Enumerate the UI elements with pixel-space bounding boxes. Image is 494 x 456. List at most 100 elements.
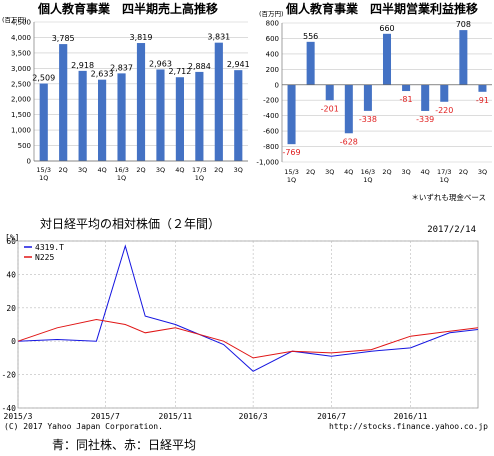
data-label: 2,633	[91, 70, 114, 79]
y-tick-label: 3,000	[11, 65, 31, 73]
bar	[402, 84, 411, 92]
bar	[59, 44, 68, 161]
y-tick-label: 500	[18, 142, 31, 150]
x-tick-label: 17/3	[192, 166, 207, 174]
y-tick-label: 4,500	[11, 19, 31, 27]
data-label: -201	[321, 104, 339, 113]
data-label: -628	[340, 137, 358, 146]
legend-label: 4319.T	[35, 243, 64, 252]
data-label: -220	[435, 106, 453, 115]
x-tick-label: 4Q	[344, 168, 353, 176]
y-tick-label: 1,500	[11, 111, 31, 119]
y-tick-label: 0	[27, 158, 31, 166]
y-tick-label: 2,000	[11, 96, 31, 104]
x-tick-label: 16/3	[361, 168, 376, 176]
y-tick-label: 40	[6, 270, 16, 279]
x-tick-label: 2015/3	[4, 412, 33, 421]
x-tick-label: 2Q	[306, 168, 315, 176]
data-label: 708	[456, 20, 471, 29]
y-tick-label: -20	[2, 371, 17, 380]
profit-chart-title: 個人教育事業 四半期営業利益推移	[285, 1, 478, 16]
x-tick-label: 1Q	[440, 176, 449, 184]
y-axis-unit: [%]	[5, 233, 19, 242]
bar	[306, 41, 315, 85]
relative-price-line-chart: 対日経平均の相対株価（２年間） 2017/2/14 [%] 60 40 20 0 -20…	[2, 216, 489, 431]
x-tick-label: 4Q	[421, 168, 430, 176]
bar	[287, 84, 296, 145]
data-label: -338	[359, 115, 377, 124]
y-tick-label: 60	[6, 237, 16, 246]
sales-chart-title: 個人教育事業 四半期売上高推移	[37, 1, 218, 16]
sales-bar-chart: 個人教育事業 四半期売上高推移 (百万円) 0 500 1,000 1,500 2,00…	[2, 1, 250, 182]
line-chart-title: 対日経平均の相対株価（２年間）	[40, 216, 220, 231]
y-tick-label: 4,000	[11, 34, 31, 42]
cash-basis-note: ＊いずれも現金ベース	[411, 192, 486, 202]
bar	[78, 70, 87, 161]
data-label: 3,819	[130, 33, 153, 42]
bar	[478, 84, 487, 92]
y-tick-label: -200	[263, 97, 279, 105]
x-tick-label: 1Q	[363, 176, 372, 184]
bar	[363, 84, 372, 111]
y-tick-label: -1,000	[256, 159, 279, 167]
x-tick-label: 2016/7	[317, 412, 346, 421]
bar	[39, 83, 48, 161]
y-tick-label: 800	[266, 20, 279, 28]
bar	[214, 42, 223, 161]
data-label: -81	[400, 95, 413, 104]
data-label: 2,837	[110, 63, 133, 72]
profit-unit-label: (百万円)	[259, 10, 284, 18]
x-tick-label: 3Q	[78, 166, 87, 174]
x-tick-label: 1Q	[117, 174, 126, 182]
x-tick-label: 4Q	[175, 166, 184, 174]
y-tick-label: 200	[266, 66, 279, 74]
data-label: 556	[303, 32, 318, 41]
x-tick-label: 1Q	[287, 176, 296, 184]
y-tick-label: 2,500	[11, 80, 31, 88]
x-tick-label: 2015/11	[159, 412, 193, 421]
bar	[136, 43, 146, 161]
y-tick-label: 400	[266, 50, 279, 58]
bar	[195, 71, 204, 161]
data-label: 2,963	[149, 59, 172, 68]
profit-bar-chart: 個人教育事業 四半期営業利益推移 (百万円) -1,000 -800 -600 -40…	[256, 1, 492, 202]
bar	[459, 30, 468, 85]
data-label: 2,918	[71, 61, 94, 70]
bar	[156, 69, 165, 161]
copyright-text: (C) 2017 Yahoo Japan Corporation.	[4, 422, 163, 431]
data-label: 2,712	[168, 67, 191, 76]
bar	[175, 77, 184, 161]
data-label: -339	[416, 115, 434, 124]
legend-label: N225	[35, 253, 54, 262]
x-tick-label: 16/3	[114, 166, 129, 174]
y-tick-label: -600	[263, 128, 279, 136]
series-line	[17, 318, 479, 359]
data-label: 2,509	[32, 73, 55, 82]
bar	[421, 84, 430, 111]
y-tick-label: 3,500	[11, 49, 31, 57]
y-tick-label: -40	[2, 404, 17, 413]
x-tick-label: 4Q	[97, 166, 106, 174]
bar	[382, 33, 392, 85]
bar	[344, 84, 353, 134]
y-tick-label: 0	[11, 337, 16, 346]
line-chart-date: 2017/2/14	[427, 225, 476, 235]
x-tick-label: 3Q	[234, 166, 243, 174]
x-tick-label: 1Q	[39, 174, 48, 182]
x-tick-label: 3Q	[325, 168, 334, 176]
x-tick-label: 2Q	[459, 168, 468, 176]
data-label: 2,884	[188, 62, 211, 71]
sales-unit-label: (百万円)	[2, 16, 27, 24]
x-tick-label: 15/3	[36, 166, 51, 174]
legend-caption: 青：同社株、赤：日経平均	[52, 438, 197, 452]
bar	[117, 73, 126, 161]
data-label: 660	[379, 24, 394, 33]
data-label: 2,941	[227, 60, 250, 69]
data-label: 3,785	[52, 34, 75, 43]
x-tick-label: 2Q	[136, 166, 145, 174]
x-tick-label: 15/3	[284, 168, 299, 176]
data-label: 3,831	[207, 33, 230, 42]
y-tick-label: -800	[263, 143, 279, 151]
x-tick-label: 3Q	[156, 166, 165, 174]
y-tick-label: 0	[275, 81, 279, 89]
